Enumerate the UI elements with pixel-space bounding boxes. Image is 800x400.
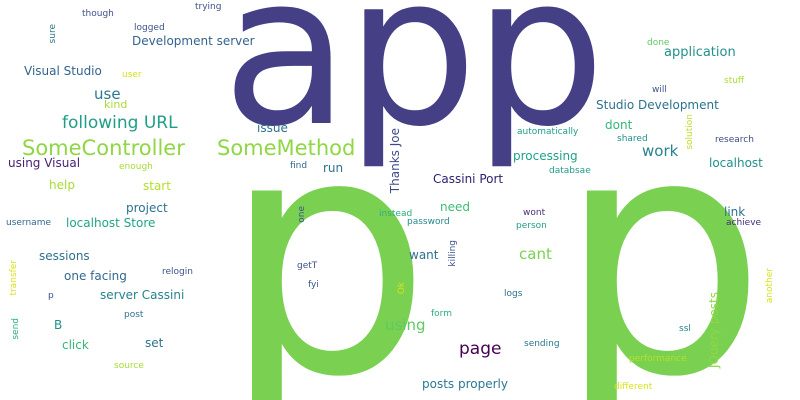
word-shared: shared: [617, 134, 648, 144]
word-p-small: p: [48, 291, 54, 301]
word-ssl: ssl: [679, 324, 691, 334]
word-posts-properly: posts properly: [422, 377, 508, 391]
word-trying: trying: [195, 2, 222, 12]
word-help: help: [49, 178, 75, 192]
word-send: send: [11, 318, 21, 340]
word-somemethod: SomeMethod: [217, 136, 356, 160]
word-sure: sure: [48, 24, 58, 44]
word-automatically: automatically: [517, 127, 579, 137]
word-relogin: relogin: [162, 267, 193, 277]
word-wont: wont: [523, 208, 546, 218]
word-app: app: [222, 0, 606, 173]
word-localhost: localhost: [709, 156, 763, 170]
word-though: though: [82, 9, 114, 19]
word-cassini-port: Cassini Port: [433, 172, 504, 186]
word-set: set: [145, 336, 164, 350]
word-use: use: [94, 85, 121, 103]
word-sending: sending: [524, 339, 560, 349]
word-gett: getT: [297, 261, 318, 271]
word-another: another: [765, 268, 775, 304]
word-logged: logged: [134, 23, 165, 33]
word-fyi: fyi: [308, 280, 319, 290]
word-jquery-posts: JQuery posts: [707, 292, 721, 368]
word-p-large-right: p: [557, 65, 767, 400]
word-localhost-store: localhost Store: [66, 216, 156, 230]
word-project: project: [126, 201, 168, 215]
word-instead: instead: [379, 209, 413, 219]
word-start: start: [143, 179, 171, 193]
word-using-visual: using Visual: [8, 156, 81, 170]
word-transfer: transfer: [9, 260, 19, 296]
word-stuff: stuff: [724, 76, 745, 86]
word-sessions: sessions: [39, 249, 90, 263]
word-click: click: [62, 338, 89, 352]
word-ok: Ok: [397, 282, 407, 295]
word-user: user: [122, 70, 142, 80]
word-page: page: [459, 339, 502, 359]
word-thanks-joe: Thanks Joe: [388, 128, 402, 194]
word-one-facing: one facing: [64, 269, 127, 283]
word-link: link: [724, 205, 746, 219]
word-issue: issue: [257, 121, 288, 135]
word-done: done: [647, 38, 670, 48]
word-need: need: [440, 200, 470, 214]
word-will: will: [652, 85, 667, 95]
word-find: find: [290, 161, 308, 171]
word-work: work: [642, 142, 679, 160]
word-server-cassini: server Cassini: [100, 288, 185, 302]
word-performance: performance: [629, 354, 687, 364]
word-achieve: achieve: [726, 218, 762, 228]
word-source: source: [114, 361, 144, 371]
word-visual-studio: Visual Studio: [24, 64, 102, 78]
word-want: want: [409, 248, 439, 262]
word-password: password: [407, 217, 450, 227]
word-following-url: following URL: [62, 113, 178, 133]
word-killing: killing: [448, 240, 458, 267]
word-application: application: [664, 45, 736, 60]
word-development-server: Development server: [132, 34, 255, 48]
word-form: form: [431, 309, 452, 319]
word-person: person: [516, 221, 547, 231]
word-p-large-left: p: [222, 65, 432, 400]
word-enough: enough: [119, 162, 153, 172]
word-solution: solution: [685, 114, 695, 150]
word-databsae: databsae: [549, 166, 591, 176]
word-using: using: [385, 316, 426, 334]
word-processing: processing: [513, 149, 578, 163]
word-cant: cant: [519, 245, 552, 263]
word-b: B: [54, 318, 63, 332]
word-studio-development: Studio Development: [596, 98, 719, 112]
word-research: research: [715, 135, 754, 145]
word-username: username: [6, 218, 51, 228]
word-different: different: [614, 382, 653, 392]
word-one: one: [297, 206, 307, 223]
word-kind: kind: [104, 98, 128, 111]
word-run: run: [323, 161, 344, 175]
word-logs: logs: [504, 289, 523, 299]
word-somecontroller: SomeController: [22, 136, 185, 160]
word-post: post: [124, 310, 144, 320]
word-dont: dont: [605, 118, 633, 132]
